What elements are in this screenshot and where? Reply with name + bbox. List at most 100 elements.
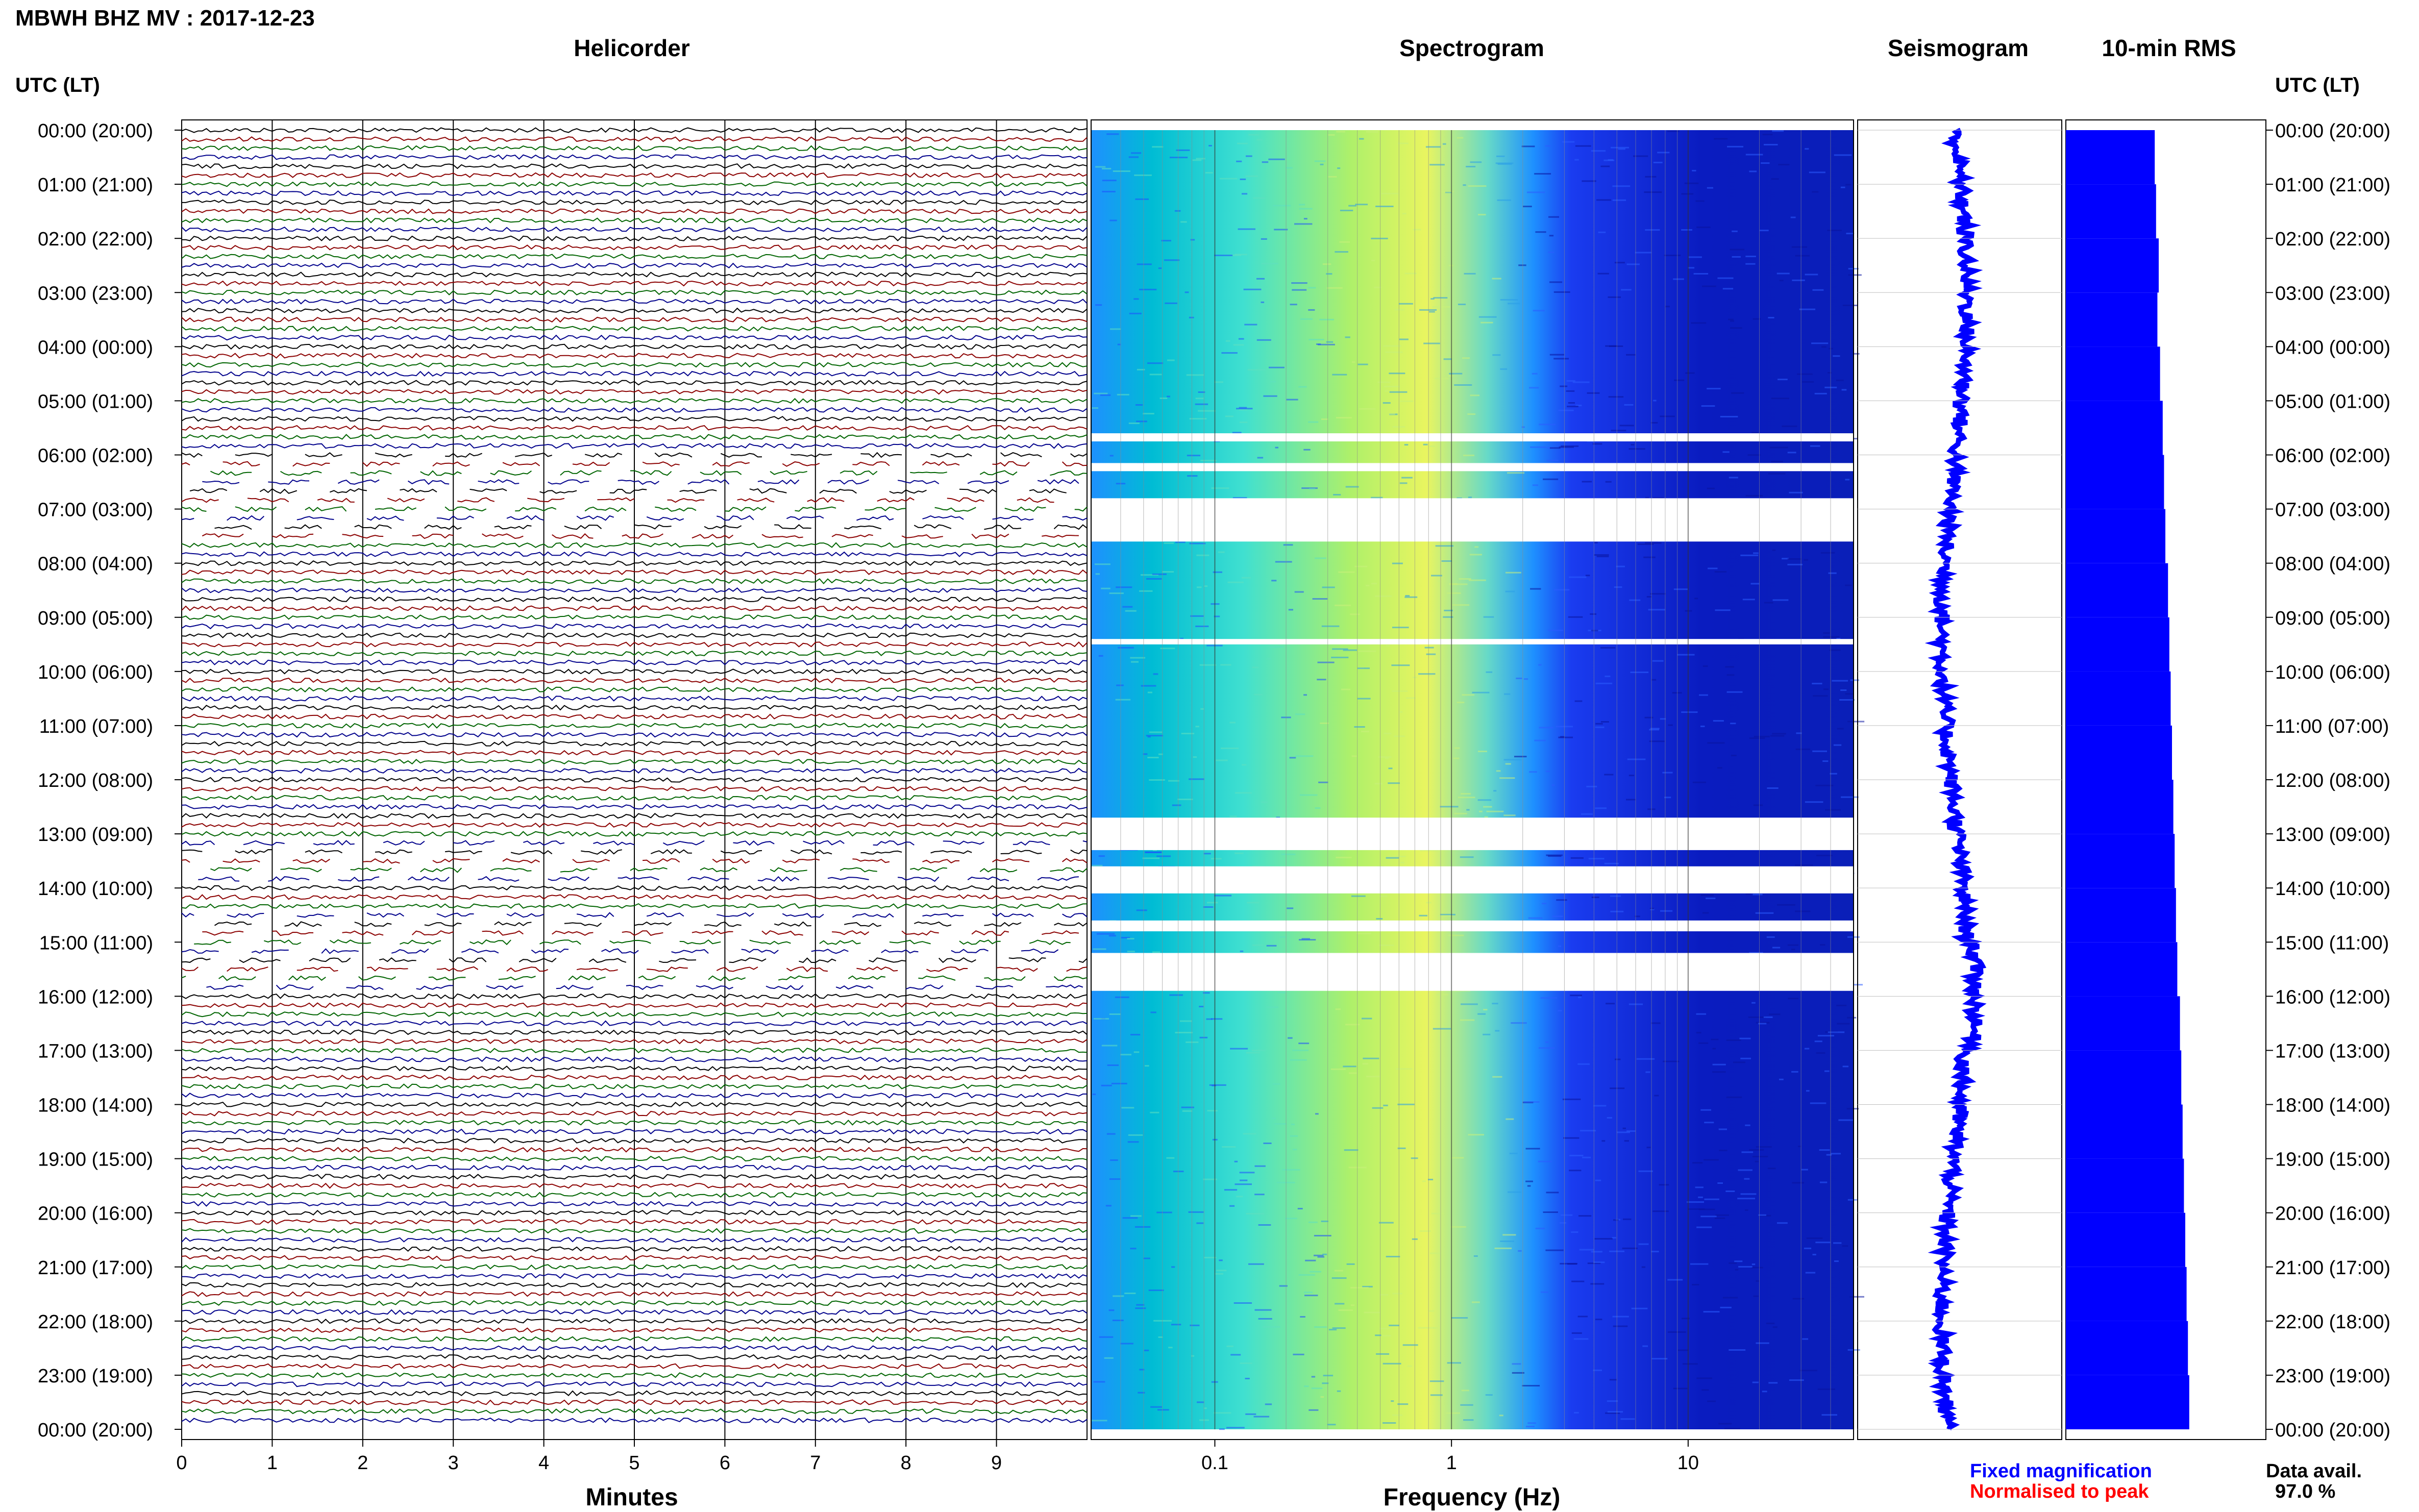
time-label-right: 05:00 (01:00) bbox=[2275, 391, 2390, 412]
spectrogram-speckle bbox=[1411, 1157, 1418, 1159]
spectrogram-speckle bbox=[1805, 1272, 1816, 1274]
spectrogram-speckle bbox=[1637, 543, 1654, 545]
spectrogram-speckle bbox=[1595, 1319, 1602, 1321]
spectrogram-speckle bbox=[1553, 358, 1569, 360]
spectrogram-speckle bbox=[1423, 443, 1428, 445]
spectrogram-speckle bbox=[1722, 288, 1734, 290]
spectrogram-speckle bbox=[1430, 1252, 1443, 1254]
helicorder-trace bbox=[181, 1363, 1088, 1369]
spectrogram-speckle bbox=[1134, 174, 1152, 176]
spectrogram-speckle bbox=[1186, 374, 1204, 376]
spectrogram-speckle bbox=[1836, 1004, 1847, 1006]
spectrogram-speckle bbox=[1399, 482, 1408, 484]
spectrogram-speckle bbox=[1213, 1412, 1231, 1414]
spectrogram-speckle bbox=[1405, 595, 1410, 597]
helicorder-trace bbox=[181, 1372, 1088, 1378]
spectrogram-speckle bbox=[1820, 552, 1835, 554]
spectrogram-speckle bbox=[1214, 381, 1223, 383]
spectrogram-speckle bbox=[1695, 1186, 1704, 1188]
helicorder-x-tick-label: 1 bbox=[267, 1452, 278, 1474]
spectrogram-speckle bbox=[1286, 399, 1298, 401]
spectrogram-speckle bbox=[1389, 391, 1408, 393]
spectrogram-speckle bbox=[1122, 606, 1133, 608]
spectrogram-speckle bbox=[1110, 328, 1121, 330]
spectrogram-speckle bbox=[1728, 318, 1734, 320]
helicorder-trace bbox=[181, 1101, 1088, 1108]
spectrogram-speckle bbox=[1149, 731, 1163, 733]
spectrogram-speckle bbox=[1261, 238, 1267, 240]
spectrogram-speckle bbox=[1398, 303, 1413, 305]
spectrogram-speckle bbox=[1605, 675, 1611, 677]
spectrogram-speckle bbox=[1169, 994, 1183, 996]
spectrogram-speckle bbox=[1362, 1063, 1369, 1065]
spectrogram-speckle bbox=[1725, 1191, 1735, 1192]
spectrogram-speckle bbox=[1435, 545, 1454, 547]
spectrogram-speckle bbox=[1706, 898, 1716, 899]
time-label-right: 00:00 (20:00) bbox=[2275, 120, 2390, 142]
spectrogram-speckle bbox=[1258, 1224, 1271, 1226]
spectrogram-speckle bbox=[1795, 255, 1810, 257]
spectrogram-speckle bbox=[1692, 169, 1696, 171]
spectrogram-speckle bbox=[1221, 352, 1238, 354]
spectrogram-speckle bbox=[1336, 856, 1352, 858]
spectrogram-speckle bbox=[1453, 757, 1460, 759]
spectrogram-speckle bbox=[1756, 1342, 1769, 1344]
spectrogram-speckle bbox=[1722, 1297, 1738, 1299]
spectrogram-speckle bbox=[1582, 1156, 1591, 1158]
spectrogram-speckle bbox=[1559, 446, 1574, 448]
spectrogram-speckle bbox=[1751, 1263, 1756, 1266]
spectrogram-speckle bbox=[1812, 289, 1824, 291]
spectrogram-speckle bbox=[1268, 646, 1283, 648]
spectrogram-speckle bbox=[1348, 1167, 1367, 1169]
spectrogram-speckle bbox=[1539, 727, 1553, 729]
helicorder-trace bbox=[181, 1110, 1088, 1117]
spectrogram-speckle bbox=[1397, 1403, 1409, 1405]
spectrogram-speckle bbox=[1340, 210, 1353, 211]
spectrogram-speckle bbox=[1093, 948, 1106, 950]
spectrogram-speckle bbox=[1596, 556, 1609, 557]
helicorder-trace bbox=[181, 1147, 1088, 1153]
spectrogram-speckle bbox=[1645, 497, 1649, 499]
spectrogram-speckle bbox=[1304, 1295, 1318, 1297]
spectrogram-speckle bbox=[1813, 695, 1828, 697]
helicorder-trace bbox=[181, 723, 1088, 729]
spectrogram-speckle bbox=[1146, 578, 1162, 580]
spectrogram-speckle bbox=[1385, 351, 1403, 353]
spectrogram-speckle bbox=[1559, 1222, 1567, 1224]
spectrogram-speckle bbox=[1110, 1159, 1118, 1161]
helicorder-trace bbox=[181, 1417, 1088, 1424]
spectrogram-speckle bbox=[1700, 894, 1714, 896]
spectrogram-speckle bbox=[1688, 256, 1702, 258]
rms-bar bbox=[2066, 834, 2175, 888]
spectrogram-speckle bbox=[1376, 1353, 1390, 1355]
helicorder-trace bbox=[181, 353, 1088, 359]
spectrogram-speckle bbox=[1101, 1084, 1112, 1086]
time-label-left: 12:00 (08:00) bbox=[38, 770, 153, 791]
rms-bar bbox=[2066, 401, 2163, 455]
spectrogram-speckle bbox=[1570, 857, 1584, 859]
helicorder-trace bbox=[181, 1381, 1088, 1387]
spectrogram-speckle bbox=[1133, 298, 1139, 300]
spectrogram-speckle bbox=[1141, 574, 1158, 576]
spectrogram-speckle bbox=[1220, 664, 1231, 666]
spectrogram-speckle bbox=[1219, 1428, 1225, 1430]
spectrogram-speckle bbox=[1509, 1152, 1518, 1154]
spectrogram-speckle bbox=[1668, 724, 1673, 726]
spectrogram-speckle bbox=[1263, 1326, 1280, 1328]
spectrogram-speckle bbox=[1333, 494, 1341, 495]
spectrogram-speckle bbox=[1203, 992, 1210, 994]
spectrogram-speckle bbox=[1122, 1217, 1138, 1219]
spectrogram-speckle bbox=[1643, 556, 1656, 558]
spectrogram-speckle bbox=[1146, 735, 1163, 737]
spectrogram-gap bbox=[1091, 433, 1854, 441]
spectrogram-speckle bbox=[1108, 935, 1116, 937]
helicorder-trace bbox=[181, 316, 1088, 323]
spectrogram-speckle bbox=[1659, 1184, 1669, 1186]
time-label-left: 04:00 (00:00) bbox=[38, 337, 153, 358]
spectrogram-speckle bbox=[1594, 1238, 1613, 1240]
spectrogram-speckle bbox=[1270, 381, 1276, 383]
spectrogram-speckle bbox=[1472, 691, 1490, 693]
spectrogram-speckle bbox=[1693, 273, 1709, 275]
helicorder-trace bbox=[181, 1002, 1088, 1008]
spectrogram-speckle bbox=[1795, 910, 1811, 912]
